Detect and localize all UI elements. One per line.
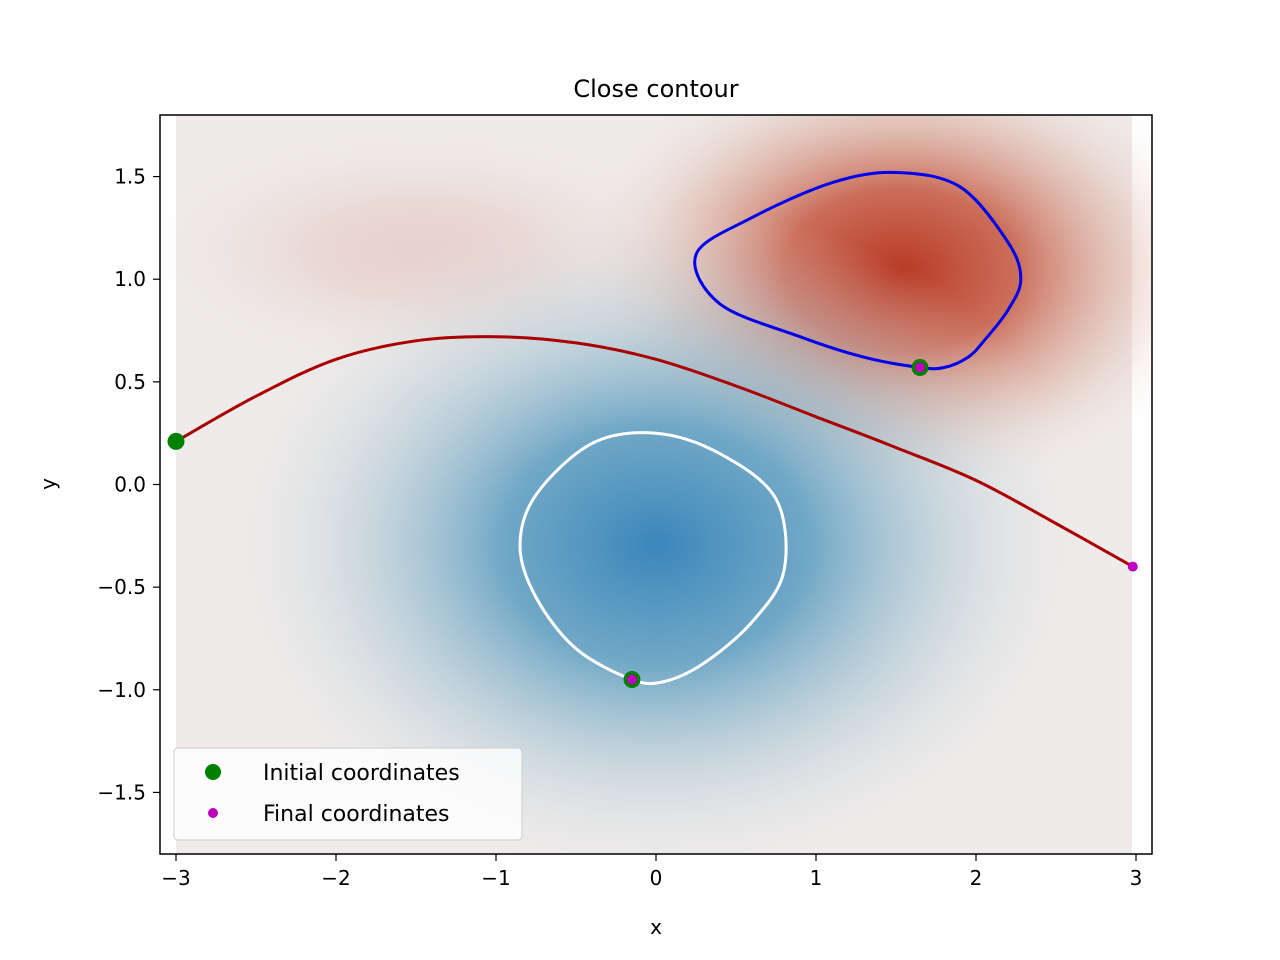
y-axis-label: y [36, 478, 60, 490]
final-point-1 [915, 362, 925, 373]
legend: Initial coordinates Final coordinates [173, 747, 523, 841]
legend-box [173, 747, 523, 841]
coordinate-markers [167, 358, 1138, 689]
x-tick-label-5: 2 [970, 866, 983, 890]
legend-final-marker [208, 808, 218, 818]
x-tick-label-6: 3 [1130, 866, 1143, 890]
x-axis-label: x [650, 915, 662, 939]
x-axis-ticks: −3 −2 −1 0 1 2 3 [161, 854, 1142, 890]
x-tick-label-2: −1 [481, 866, 510, 890]
y-tick-label-6: 1.5 [114, 165, 146, 189]
y-tick-label-1: −1.0 [97, 678, 146, 702]
legend-initial-label: Initial coordinates [263, 761, 460, 786]
x-tick-label-3: 0 [650, 866, 663, 890]
y-tick-label-3: 0.0 [114, 473, 146, 497]
y-tick-label-0: −1.5 [97, 780, 146, 804]
legend-final-label: Final coordinates [263, 802, 450, 827]
blue-peak [216, 205, 1096, 854]
y-axis-ticks: −1.5 −1.0 −0.5 0.0 0.5 1.0 1.5 [97, 165, 160, 804]
initial-point-0 [167, 432, 185, 450]
x-tick-label-0: −3 [161, 866, 190, 890]
contour-line-1 [693, 170, 1023, 371]
heatmap-background [160, 115, 1152, 854]
y-tick-label-2: −0.5 [97, 575, 146, 599]
contour-line-2 [518, 431, 788, 686]
final-point-2 [627, 674, 637, 685]
y-tick-label-4: 0.5 [114, 370, 146, 394]
final-point-0 [1127, 561, 1138, 572]
chart-title: Close contour [573, 75, 738, 103]
contour-curves [175, 170, 1134, 686]
x-tick-label-1: −2 [321, 866, 350, 890]
legend-initial-marker [205, 764, 221, 780]
x-tick-label-4: 1 [810, 866, 823, 890]
y-tick-label-5: 1.0 [114, 267, 146, 291]
contour-line-0 [175, 335, 1134, 568]
